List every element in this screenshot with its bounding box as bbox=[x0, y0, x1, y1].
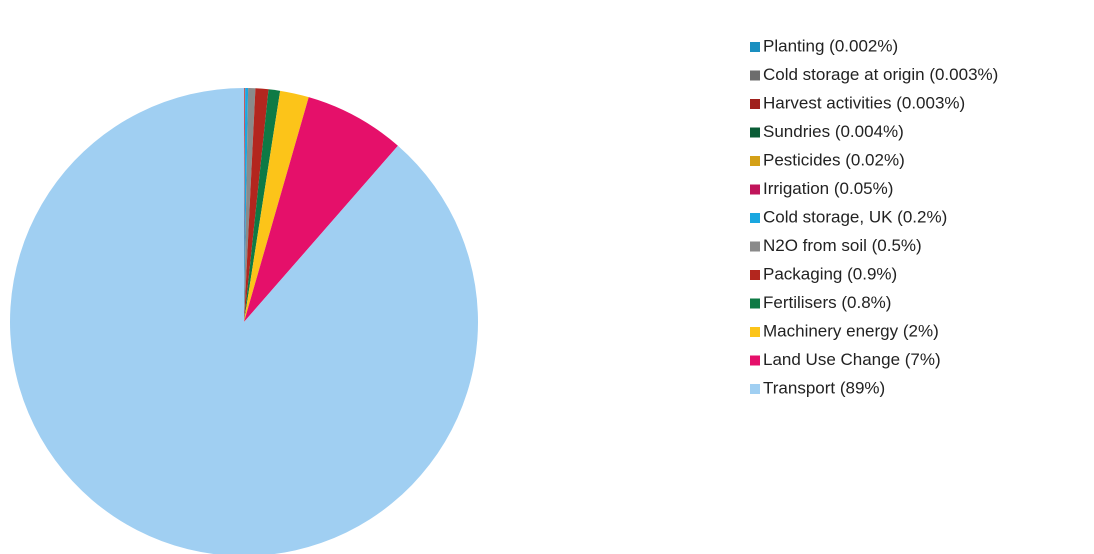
legend-swatch bbox=[750, 327, 760, 337]
pie-slice bbox=[244, 88, 269, 323]
pie-slice bbox=[244, 97, 398, 322]
legend-label: Cold storage, UK (0.2%) bbox=[763, 207, 947, 226]
legend-label: Planting (0.002%) bbox=[763, 36, 898, 55]
legend-label: Transport (89%) bbox=[763, 378, 885, 397]
legend-swatch bbox=[750, 241, 760, 252]
legend-label: Land Use Change (7%) bbox=[763, 350, 941, 369]
legend-label: Fertilisers (0.8%) bbox=[763, 293, 891, 312]
legend-swatch bbox=[750, 270, 760, 280]
legend-swatch bbox=[750, 70, 760, 81]
legend-swatch bbox=[750, 42, 760, 52]
pie-slice bbox=[244, 88, 256, 322]
legend-swatch bbox=[750, 355, 760, 366]
legend-swatch bbox=[750, 298, 760, 309]
legend-swatch bbox=[750, 213, 760, 223]
legend-swatch bbox=[750, 384, 760, 394]
legend-label: Pesticides (0.02%) bbox=[763, 150, 905, 169]
pie-slice bbox=[10, 88, 478, 554]
legend-label: Harvest activities (0.003%) bbox=[763, 93, 965, 112]
legend-swatch bbox=[750, 184, 760, 195]
pie-slice bbox=[244, 90, 309, 322]
pie-slice bbox=[244, 88, 249, 322]
legend-swatch bbox=[750, 156, 760, 166]
legend-label: Packaging (0.9%) bbox=[763, 264, 897, 283]
legend-label: Machinery energy (2%) bbox=[763, 321, 939, 340]
legend-swatch bbox=[750, 127, 760, 138]
legend-swatch bbox=[750, 99, 760, 109]
legend-label: N2O from soil (0.5%) bbox=[763, 236, 922, 255]
pie-slice bbox=[244, 89, 281, 323]
legend-label: Sundries (0.004%) bbox=[763, 122, 904, 141]
legend-label: Cold storage at origin (0.003%) bbox=[763, 65, 998, 84]
pie-slice bbox=[244, 88, 246, 323]
legend-label: Irrigation (0.05%) bbox=[763, 179, 893, 198]
